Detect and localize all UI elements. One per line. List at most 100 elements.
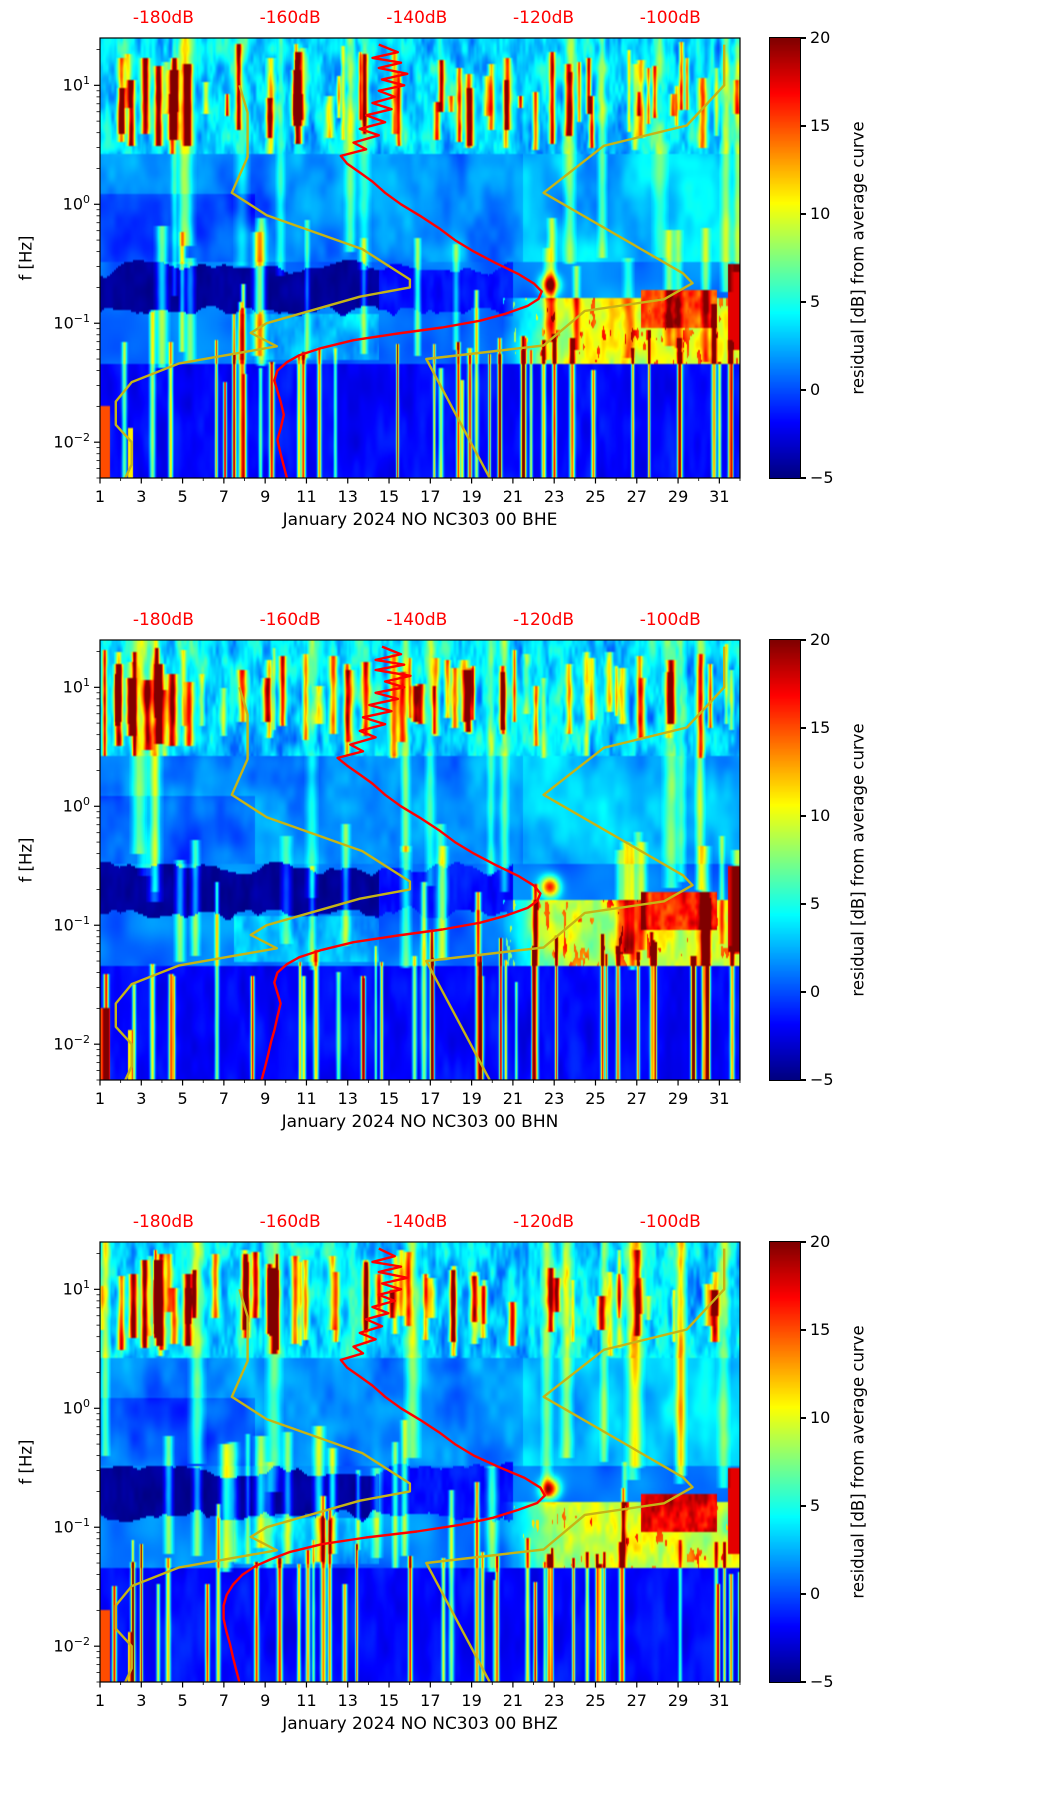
colorbar-tick (801, 1681, 806, 1683)
colorbar-tick (801, 639, 806, 641)
top-db-tick-label: -160dB (259, 610, 321, 630)
colorbar-tick-label: 5 (810, 894, 821, 913)
x-tick-label: 11 (296, 487, 317, 506)
y-tick-label: 101 (62, 676, 90, 697)
colorbar-tick (801, 991, 806, 993)
top-db-tick-label: -140dB (386, 1212, 448, 1232)
x-tick-label: 29 (667, 1089, 689, 1108)
colorbar-tick-label: 15 (810, 1320, 831, 1339)
top-db-tick-label: -160dB (259, 1212, 321, 1232)
colorbar-tick-label: 0 (810, 982, 821, 1001)
colorbar-tick-label: −5 (810, 1672, 834, 1691)
top-db-tick-label: -100dB (639, 8, 701, 28)
x-tick-label: 17 (420, 1691, 441, 1710)
spectrogram-heatmap (100, 38, 740, 478)
colorbar-tick-label: 5 (810, 1496, 821, 1515)
x-tick-label: 25 (585, 1089, 606, 1108)
x-tick-label: 3 (136, 487, 147, 506)
x-tick-label: 25 (585, 487, 606, 506)
x-tick-label: 3 (136, 1691, 147, 1710)
x-tick-label: 11 (296, 1089, 317, 1108)
colorbar-tick-label: 5 (810, 292, 821, 311)
x-tick-label: 3 (136, 1089, 147, 1108)
colorbar-tick (801, 1505, 806, 1507)
colorbar-tick-label: 10 (810, 204, 831, 223)
colorbar-tick (801, 903, 806, 905)
x-tick-label: 23 (544, 1089, 565, 1108)
colorbar-tick-label: 10 (810, 806, 831, 825)
colorbar-tick (801, 1593, 806, 1595)
colorbar-label: residual [dB] from average curve (848, 723, 868, 997)
colorbar-tick-label: 15 (810, 116, 831, 135)
colorbar-tick-label: 0 (810, 1584, 821, 1603)
top-db-tick-label: -100dB (639, 1212, 701, 1232)
x-tick-label: 17 (420, 487, 441, 506)
colorbar-label: residual [dB] from average curve (848, 1325, 868, 1599)
x-axis-title: January 2024 NO NC303 00 BHN (281, 1112, 559, 1132)
x-tick-label: 25 (585, 1691, 606, 1710)
top-db-tick-label: -180dB (132, 8, 194, 28)
x-tick-label: 21 (502, 1089, 524, 1108)
x-tick-label: 1 (94, 1691, 106, 1710)
x-tick-label: 7 (218, 1691, 229, 1710)
colorbar-tick (801, 477, 806, 479)
colorbar (769, 1241, 801, 1683)
x-tick-label: 13 (337, 1691, 358, 1710)
colorbar-tick (801, 37, 806, 39)
y-tick-label: 10−1 (53, 914, 90, 935)
x-tick-label: 27 (626, 1691, 647, 1710)
y-tick-label: 10−2 (53, 1033, 90, 1054)
colorbar-tick-label: 10 (810, 1408, 831, 1427)
colorbar-tick-label: 20 (810, 630, 831, 649)
x-tick-label: 7 (218, 1089, 229, 1108)
x-tick-label: 9 (260, 1691, 271, 1710)
x-tick-label: 5 (177, 1089, 188, 1108)
spectrogram-panel-bhe: f [Hz] January 2024 NO NC303 00 BHE resi… (0, 0, 1052, 602)
x-tick-label: 23 (544, 487, 565, 506)
x-tick-label: 15 (378, 487, 400, 506)
top-db-tick-label: -140dB (386, 610, 448, 630)
y-axis-label: f [Hz] (16, 1439, 36, 1485)
colorbar-tick-label: −5 (810, 468, 834, 487)
x-tick-label: 19 (461, 1089, 482, 1108)
x-tick-label: 9 (260, 487, 271, 506)
x-tick-label: 1 (94, 487, 106, 506)
x-tick-label: 19 (461, 1691, 482, 1710)
y-tick-label: 100 (62, 1397, 90, 1418)
top-db-tick-label: -120dB (513, 1212, 575, 1232)
y-tick-label: 10−2 (53, 1635, 90, 1656)
x-tick-label: 15 (378, 1089, 400, 1108)
colorbar-tick (801, 389, 806, 391)
x-tick-label: 19 (461, 487, 482, 506)
spectrogram-panel-bhz: f [Hz] January 2024 NO NC303 00 BHZ resi… (0, 1204, 1052, 1806)
y-tick-label: 10−1 (53, 1516, 90, 1537)
top-db-tick-label: -180dB (132, 1212, 194, 1232)
x-tick-label: 31 (709, 1691, 730, 1710)
y-axis-label: f [Hz] (16, 837, 36, 883)
colorbar-tick (801, 1329, 806, 1331)
y-tick-label: 100 (62, 795, 90, 816)
colorbar-tick (801, 1241, 806, 1243)
colorbar-tick-label: −5 (810, 1070, 834, 1089)
top-db-tick-label: -120dB (513, 610, 575, 630)
colorbar-tick-label: 0 (810, 380, 821, 399)
y-tick-label: 10−1 (53, 312, 90, 333)
x-tick-label: 5 (177, 487, 188, 506)
colorbar-label: residual [dB] from average curve (848, 121, 868, 395)
top-db-tick-label: -140dB (386, 8, 448, 28)
top-db-tick-label: -160dB (259, 8, 321, 28)
colorbar-tick (801, 727, 806, 729)
x-tick-label: 31 (709, 1089, 730, 1108)
colorbar-tick-label: 15 (810, 718, 831, 737)
x-tick-label: 17 (420, 1089, 441, 1108)
x-tick-label: 15 (378, 1691, 400, 1710)
x-axis-title: January 2024 NO NC303 00 BHE (282, 510, 558, 530)
x-tick-label: 13 (337, 487, 358, 506)
x-tick-label: 7 (218, 487, 229, 506)
x-tick-label: 9 (260, 1089, 271, 1108)
colorbar-tick (801, 213, 806, 215)
colorbar-tick (801, 1079, 806, 1081)
colorbar-tick (801, 1417, 806, 1419)
x-tick-label: 13 (337, 1089, 358, 1108)
y-axis-label: f [Hz] (16, 235, 36, 281)
